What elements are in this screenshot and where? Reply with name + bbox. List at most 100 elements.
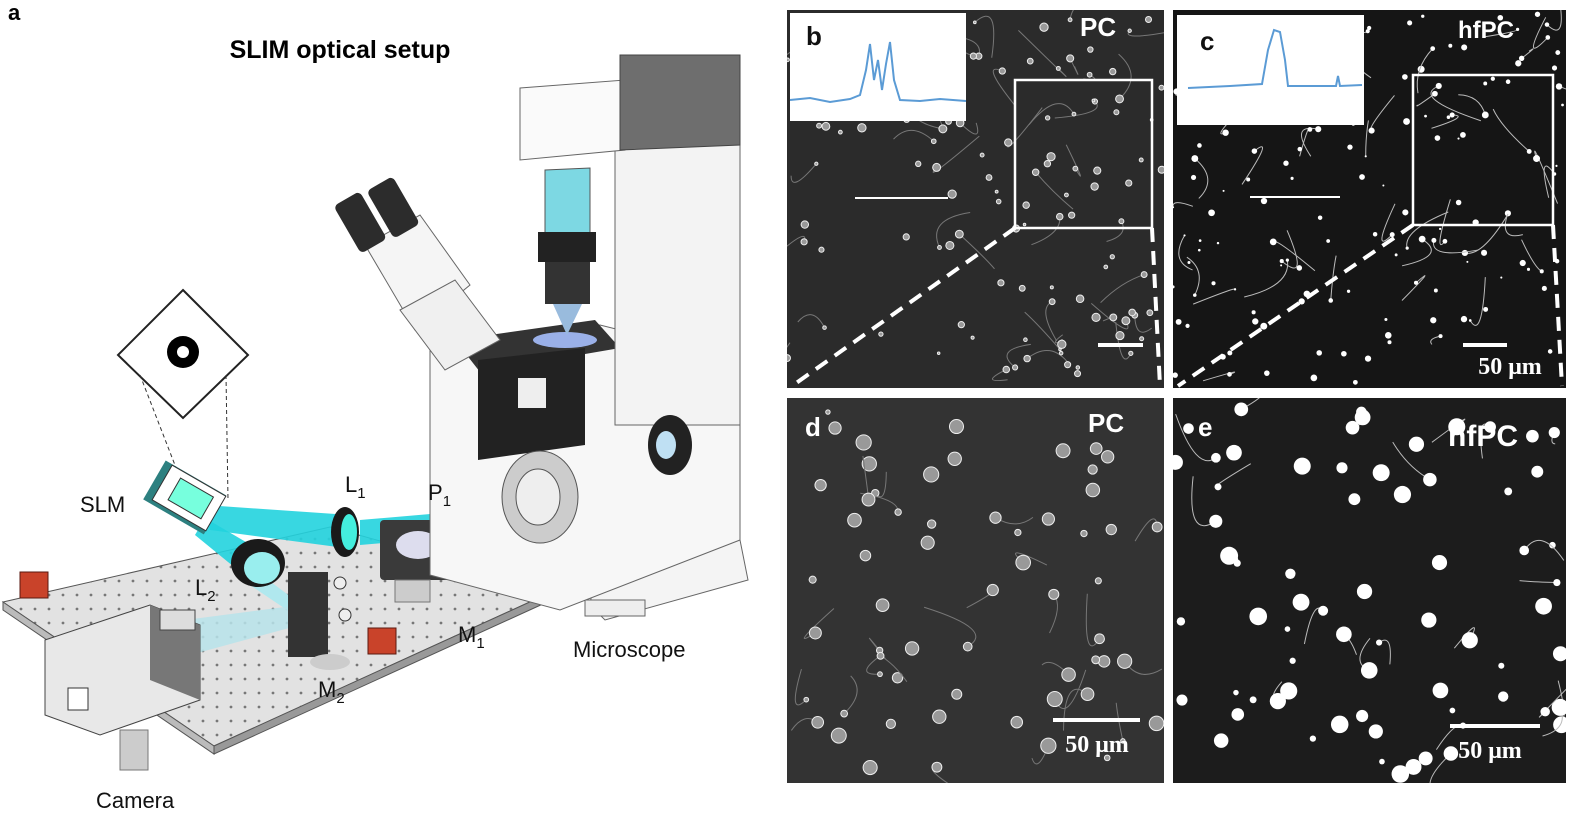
cell [1359, 174, 1365, 180]
cell [1430, 46, 1436, 51]
neurite [923, 606, 977, 648]
cell [1346, 289, 1351, 293]
cell [1048, 298, 1056, 306]
cell [1157, 165, 1164, 174]
neurite [1244, 260, 1289, 298]
setup-shape [1551, 224, 1564, 387]
cell [1468, 319, 1472, 322]
setup-shape [341, 514, 357, 550]
setup-shape [519, 79, 626, 161]
cell [859, 549, 872, 562]
cell [926, 519, 937, 529]
cell [877, 671, 883, 678]
cell [1430, 317, 1437, 324]
cell [1067, 17, 1073, 23]
cell [1372, 231, 1378, 237]
cell [1022, 201, 1030, 209]
cell [1279, 259, 1284, 264]
cell [862, 759, 878, 776]
cell [995, 198, 1002, 205]
cell [1498, 691, 1509, 702]
cell [1364, 155, 1367, 158]
setup-shape [333, 576, 347, 590]
cell [1360, 662, 1378, 679]
cell [923, 466, 940, 483]
cell [1434, 135, 1441, 141]
cell [1515, 27, 1520, 31]
cell [954, 229, 964, 239]
cell [1193, 293, 1197, 297]
cell [1484, 421, 1496, 433]
neurite [1026, 350, 1070, 365]
cell [1500, 276, 1503, 279]
cell [1090, 182, 1099, 191]
cell [1307, 127, 1313, 132]
scale-bar-label: 50 μm [1065, 732, 1129, 758]
cell [1345, 420, 1360, 435]
profile-line [1187, 28, 1363, 89]
cell [1213, 519, 1221, 526]
neurite [1024, 311, 1061, 350]
cell [969, 52, 978, 60]
cell [1561, 103, 1564, 107]
neurite [1492, 108, 1530, 152]
cell [875, 598, 890, 613]
setup-shape [368, 177, 419, 237]
setup-shape [205, 505, 350, 548]
cell [1148, 715, 1164, 732]
cell [1046, 691, 1063, 708]
setup-shape [614, 99, 741, 426]
neurite [866, 654, 882, 675]
cell [1421, 14, 1425, 18]
mode-label: hfPC [1448, 420, 1518, 453]
cell [830, 727, 847, 744]
cell [1226, 444, 1242, 461]
neurite [1202, 371, 1236, 382]
neurite [1439, 199, 1451, 246]
component-label: Camera [96, 788, 175, 813]
setup-shape [367, 627, 397, 655]
cell [1113, 109, 1120, 116]
cell [814, 478, 827, 492]
cell [1086, 71, 1093, 78]
neurite [1100, 274, 1145, 303]
neurite [1330, 255, 1337, 301]
cell [1151, 521, 1163, 533]
cell [1318, 605, 1329, 616]
cell [800, 238, 808, 246]
cell [840, 709, 849, 718]
cell [1432, 682, 1449, 699]
cell [1285, 258, 1289, 262]
cell [1449, 707, 1456, 714]
cell [1292, 593, 1310, 611]
cell [1461, 632, 1478, 649]
cell [1328, 298, 1334, 303]
setup-shape [399, 279, 501, 371]
scale-bar-label: 50 μm [1478, 354, 1542, 380]
setup-shape [310, 654, 350, 670]
cell [1394, 253, 1398, 257]
cell [1233, 288, 1237, 291]
cell [1296, 265, 1303, 271]
cell [1540, 706, 1550, 717]
setup-shape [1173, 10, 1566, 385]
overlays [790, 73, 1564, 728]
setup-shape [139, 374, 181, 479]
label-main: M [458, 622, 476, 647]
cell [1310, 374, 1318, 382]
cell [1087, 46, 1094, 53]
cell [1043, 160, 1052, 168]
cell [1251, 310, 1256, 315]
cell [1438, 334, 1443, 339]
cell [948, 418, 965, 435]
neurite [1519, 580, 1557, 584]
cell [979, 152, 985, 158]
setup-shape [1176, 223, 1415, 388]
cell [1402, 209, 1409, 216]
panel-label: c [1200, 26, 1214, 56]
neurite [1186, 256, 1200, 296]
cell [876, 651, 885, 660]
cell [937, 245, 942, 250]
cell [1384, 317, 1388, 322]
cell [828, 421, 842, 435]
